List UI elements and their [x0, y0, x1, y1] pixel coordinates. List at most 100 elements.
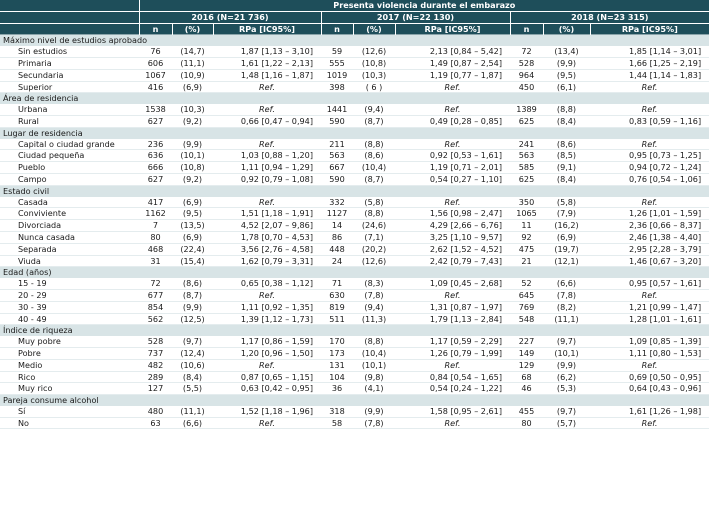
cell-percent: (6,9)	[172, 196, 213, 209]
cell-percent: (10,3)	[172, 104, 213, 116]
section-row: Pareja consume alcohol	[0, 394, 709, 406]
cell-rpa: 1,19 [0,77 – 1,87]	[395, 69, 510, 82]
cell-rpa: 0,94 [0,72 – 1,24]	[590, 161, 709, 174]
section-title: Pareja consume alcohol	[0, 394, 709, 406]
cell-rpa: Ref.	[213, 196, 321, 209]
row-label: 30 - 39	[0, 301, 139, 314]
cell-n: 666	[139, 161, 172, 174]
cell-n: 80	[139, 231, 172, 244]
cell-n: 455	[510, 405, 543, 418]
cell-rpa: 1,44 [1,14 – 1,83]	[590, 69, 709, 82]
cell-percent: (10,6)	[172, 359, 213, 372]
table-row: Sin estudios 76 (14,7) 1,87 [1,13 – 3,10] 59…	[0, 46, 709, 58]
cell-percent: (11,1)	[543, 313, 590, 326]
table-row: Medio 482 (10,6) Ref. 131 (10,1) Ref. 129 (9,9) R…	[0, 359, 709, 372]
cell-n: 1538	[139, 104, 172, 116]
cell-percent: (6,9)	[172, 231, 213, 244]
row-label: Divorciada	[0, 219, 139, 232]
cell-n: 58	[321, 417, 353, 430]
cell-n: 31	[139, 255, 172, 268]
cell-n: 590	[321, 173, 353, 186]
cell-rpa: Ref.	[213, 81, 321, 94]
cell-n: 36	[321, 382, 353, 396]
header-year-2017: 2017 (N=22 130)	[321, 10, 511, 24]
table-row: Sí 480 (11,1) 1,52 [1,18 – 1,96] 318 (9,9) 1,5…	[0, 405, 709, 418]
table-row: Campo 627 (9,2) 0,92 [0,79 – 1,08] 590 (8,7) 0…	[0, 173, 709, 186]
cell-n: 645	[510, 289, 543, 302]
header-row-years: 2016 (N=21 736) 2017 (N=22 130) 2018 (N=…	[0, 10, 709, 24]
cell-percent: ( 6 )	[353, 81, 395, 94]
cell-rpa: Ref.	[395, 359, 510, 372]
row-label: Conviviente	[0, 207, 139, 221]
col-rpa: RPa [IC95%]	[590, 22, 709, 35]
cell-rpa: 1,11 [0,80 – 1,53]	[590, 347, 709, 360]
cell-n: 1162	[139, 207, 172, 221]
row-label: Pobre	[0, 347, 139, 360]
cell-percent: (11,3)	[353, 313, 395, 326]
cell-rpa: 1,58 [0,95 – 2,61]	[395, 405, 510, 418]
cell-percent: (5,5)	[172, 382, 213, 396]
cell-rpa: 1,51 [1,18 – 1,91]	[213, 207, 321, 221]
cell-n: 59	[321, 46, 353, 58]
cell-percent: (8,7)	[353, 173, 395, 186]
cell-percent: (10,3)	[353, 69, 395, 82]
cell-rpa: Ref.	[395, 289, 510, 302]
cell-rpa: 1,78 [0,70 – 4,53]	[213, 231, 321, 244]
cell-n: 417	[139, 196, 172, 209]
section-row: Índice de riqueza	[0, 324, 709, 337]
row-label: 15 - 19	[0, 278, 139, 290]
section-row: Edad (años)	[0, 266, 709, 279]
cell-percent: (8,7)	[353, 115, 395, 128]
cell-percent: (6,9)	[172, 81, 213, 94]
cell-percent: (10,8)	[172, 161, 213, 174]
cell-rpa: 1,03 [0,88 – 1,20]	[213, 149, 321, 163]
cell-percent: (10,1)	[543, 347, 590, 360]
row-label: Ciudad pequeña	[0, 149, 139, 163]
cell-percent: (9,9)	[543, 359, 590, 372]
cell-n: 627	[139, 115, 172, 128]
cell-n: 211	[321, 138, 353, 151]
cell-rpa: 0,54 [0,24 – 1,22]	[395, 382, 510, 396]
cell-n: 468	[139, 243, 172, 256]
table-row: Pueblo 666 (10,8) 1,11 [0,94 – 1,29] 667 (10,…	[0, 161, 709, 174]
table-row: Muy pobre 528 (9,7) 1,17 [0,86 – 1,59] 170 (8…	[0, 336, 709, 348]
row-label: Medio	[0, 359, 139, 372]
cell-percent: (12,4)	[172, 347, 213, 360]
cell-rpa: 2,42 [0,79 – 7,43]	[395, 255, 510, 268]
row-label: Capital o ciudad grande	[0, 138, 139, 151]
cell-percent: (11,1)	[172, 57, 213, 70]
cell-n: 129	[510, 359, 543, 372]
col-rpa: RPa [IC95%]	[395, 22, 511, 35]
cell-percent: (7,1)	[353, 231, 395, 244]
header-year-2016: 2016 (N=21 736)	[139, 10, 322, 24]
cell-percent: (7,8)	[353, 417, 395, 430]
cell-n: 677	[139, 289, 172, 302]
cell-percent: (15,4)	[172, 255, 213, 268]
cell-n: 548	[510, 313, 543, 326]
cell-rpa: 1,61 [1,22 – 2,13]	[213, 57, 321, 70]
cell-n: 63	[139, 417, 172, 430]
cell-n: 737	[139, 347, 172, 360]
table-row: 40 - 49 562 (12,5) 1,39 [1,12 – 1,73] 511 (11…	[0, 313, 709, 326]
col-rpa: RPa [IC95%]	[213, 22, 322, 35]
table-row: Nunca casada 80 (6,9) 1,78 [0,70 – 4,53] 86(…	[0, 231, 709, 244]
cell-percent: (20,2)	[353, 243, 395, 256]
cell-n: 475	[510, 243, 543, 256]
cell-percent: (9,4)	[353, 301, 395, 314]
col-pct: (%)	[353, 22, 396, 35]
cell-n: 14	[321, 219, 353, 232]
cell-rpa: Ref.	[213, 289, 321, 302]
cell-percent: (9,2)	[172, 173, 213, 186]
col-n: n	[321, 22, 354, 35]
row-label: Separada	[0, 243, 139, 256]
cell-percent: (6,6)	[543, 278, 590, 290]
cell-rpa: 1,09 [0,45 – 2,68]	[395, 278, 510, 290]
cell-n: 819	[321, 301, 353, 314]
cell-percent: (10,8)	[353, 57, 395, 70]
cell-n: 76	[139, 46, 172, 58]
cell-rpa: Ref.	[395, 138, 510, 151]
cell-rpa: 2,36 [0,66 – 8,37]	[590, 219, 709, 232]
cell-rpa: 1,21 [0,99 – 1,47]	[590, 301, 709, 314]
cell-percent: (4,1)	[353, 382, 395, 396]
cell-percent: (12,1)	[543, 255, 590, 268]
